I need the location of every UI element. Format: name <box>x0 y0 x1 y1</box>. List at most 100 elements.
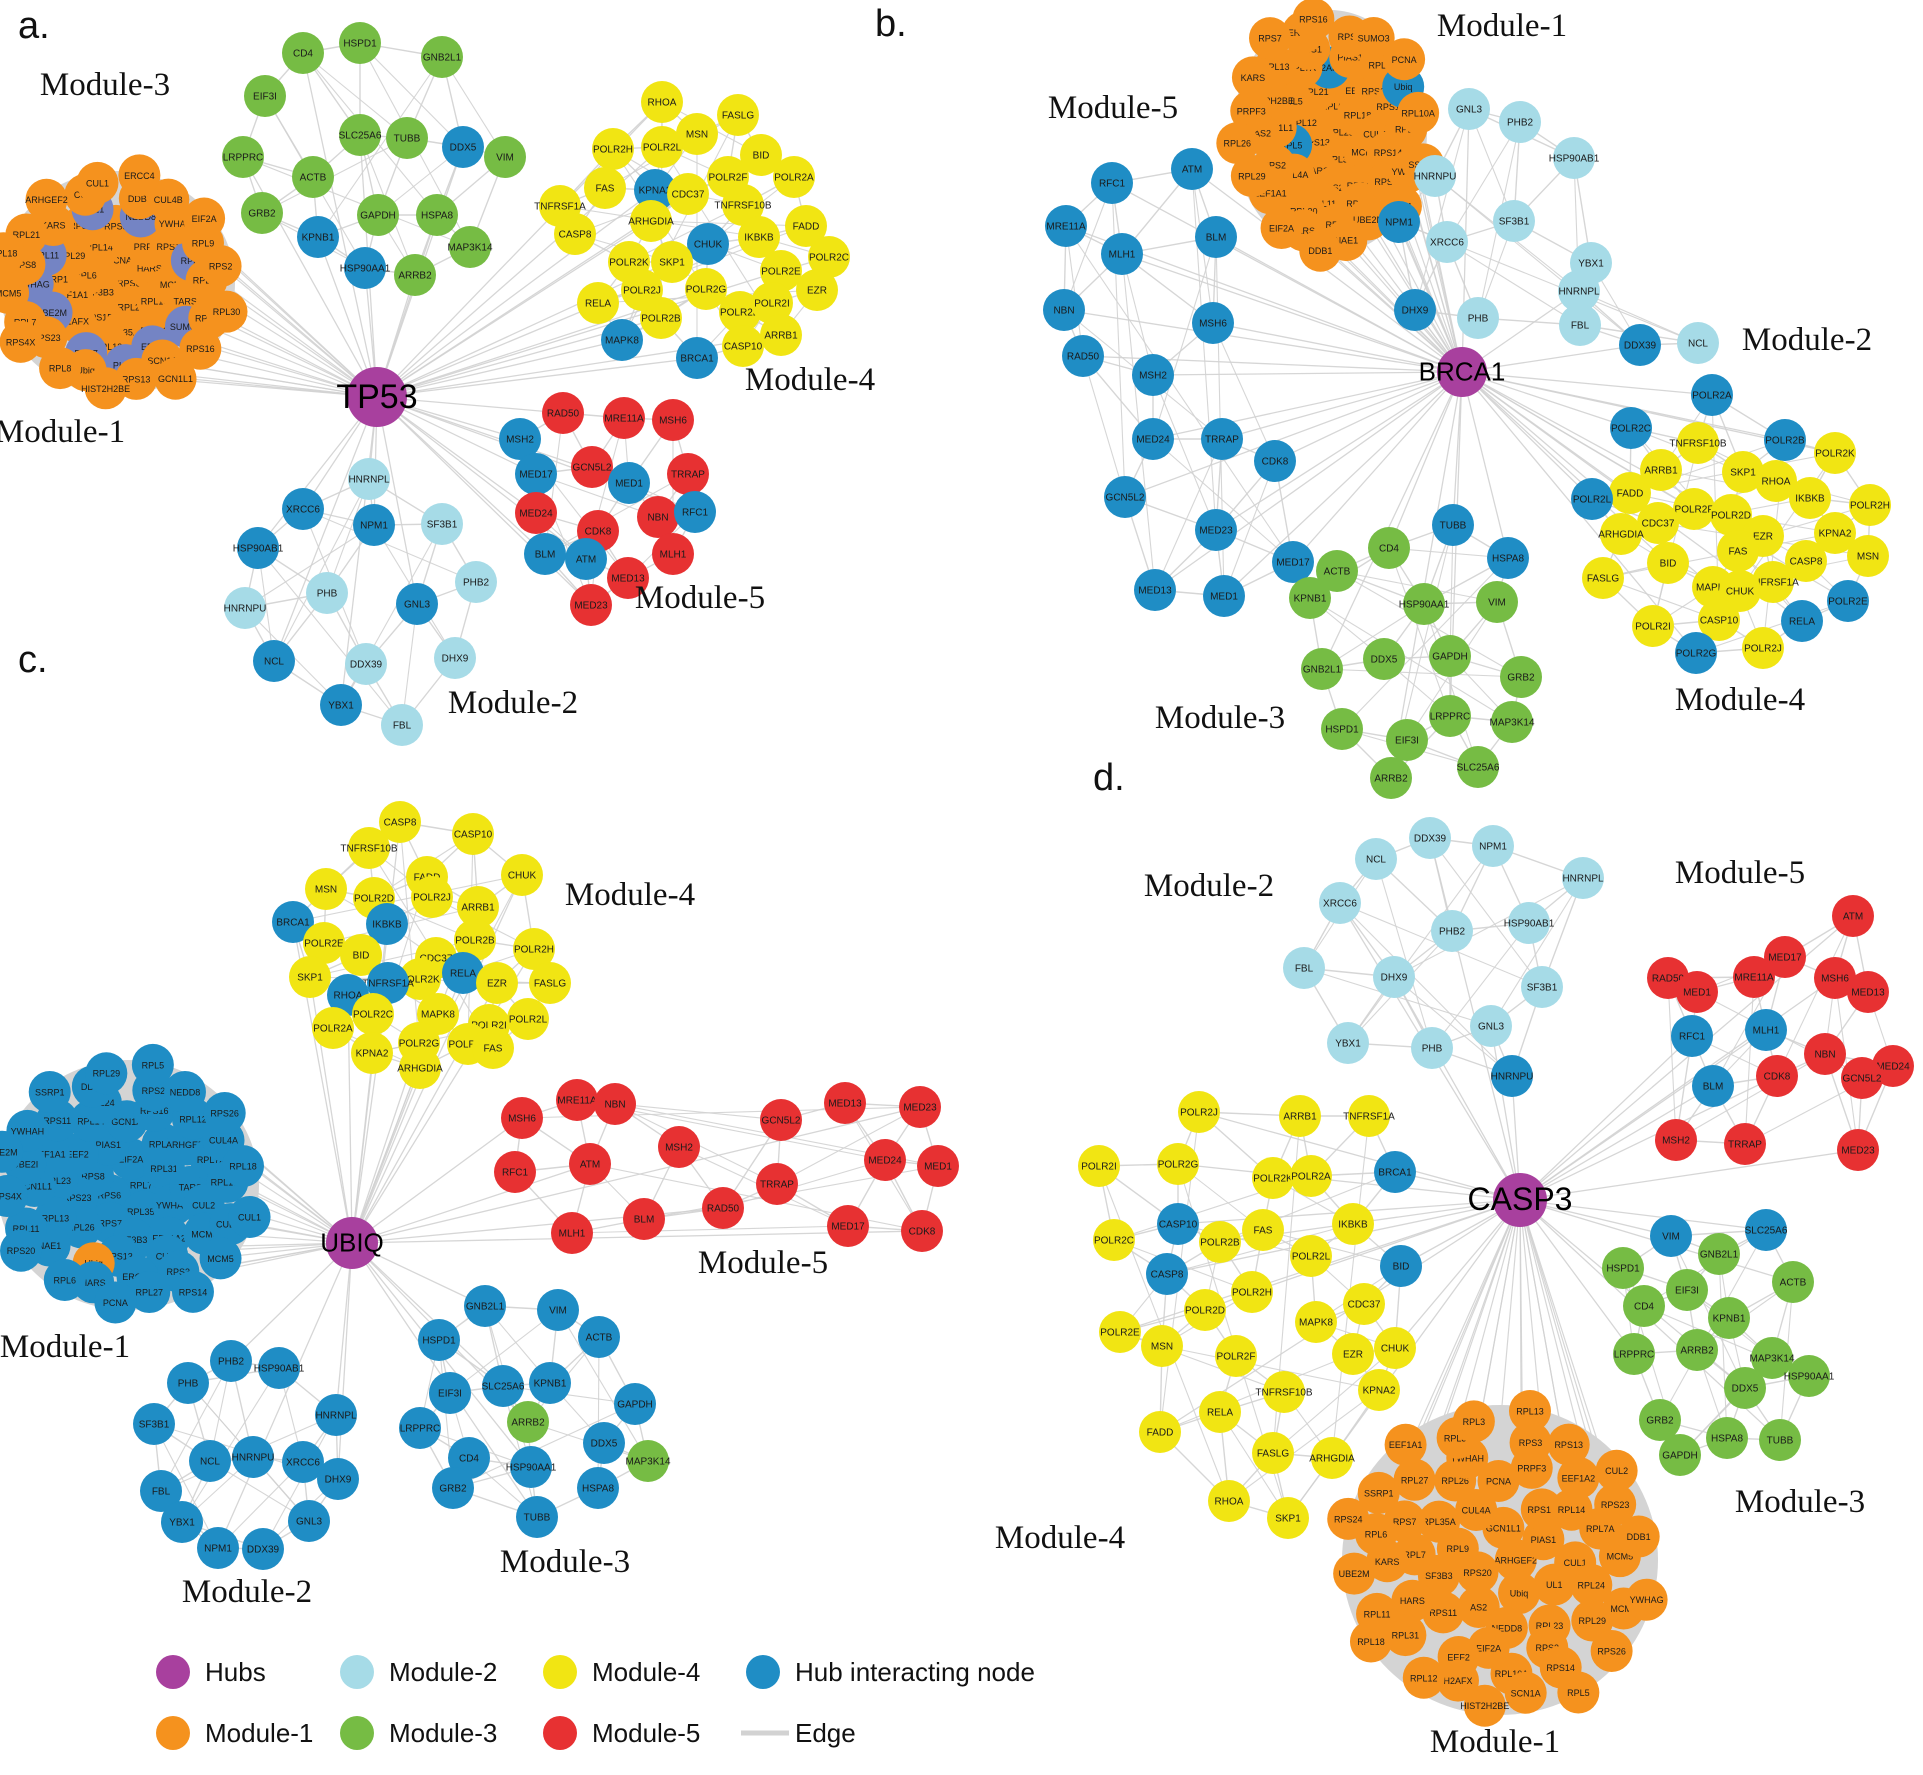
network-node[interactable] <box>623 1198 665 1240</box>
network-node[interactable] <box>1333 1552 1376 1595</box>
network-node[interactable] <box>1393 1458 1436 1501</box>
network-node[interactable] <box>288 1500 330 1542</box>
network-node[interactable] <box>312 1007 354 1049</box>
network-node[interactable] <box>1436 1659 1479 1702</box>
network-node[interactable] <box>128 1271 171 1314</box>
network-node[interactable] <box>1609 472 1651 514</box>
network-node[interactable] <box>1383 38 1426 81</box>
network-node[interactable] <box>241 192 283 234</box>
network-node[interactable] <box>43 1258 86 1301</box>
network-node[interactable] <box>237 527 279 569</box>
network-node[interactable] <box>1837 1129 1879 1171</box>
network-node[interactable] <box>0 271 30 314</box>
network-node[interactable] <box>760 314 802 356</box>
network-node[interactable] <box>1756 1055 1798 1097</box>
network-node[interactable] <box>1355 838 1397 880</box>
network-node[interactable] <box>1571 478 1613 520</box>
network-node[interactable] <box>722 325 764 367</box>
network-node[interactable] <box>1547 1423 1590 1466</box>
network-node[interactable] <box>1600 513 1642 555</box>
network-node[interactable] <box>222 136 264 178</box>
network-node[interactable] <box>1146 1253 1188 1295</box>
network-node[interactable] <box>1254 440 1296 482</box>
network-node[interactable] <box>537 1289 579 1331</box>
network-node[interactable] <box>1559 304 1601 346</box>
network-node[interactable] <box>1558 270 1600 312</box>
network-node[interactable] <box>131 1043 174 1086</box>
network-node[interactable] <box>773 156 815 198</box>
network-node[interactable] <box>421 36 463 78</box>
network-node[interactable] <box>1267 1497 1309 1539</box>
network-node[interactable] <box>1814 957 1856 999</box>
network-node[interactable] <box>381 704 423 746</box>
network-node[interactable] <box>1411 1027 1453 1069</box>
network-node[interactable] <box>1789 477 1831 519</box>
network-node[interactable] <box>1570 1564 1613 1607</box>
network-node[interactable] <box>339 114 381 156</box>
network-node[interactable] <box>1101 233 1143 275</box>
network-node[interactable] <box>1201 418 1243 460</box>
network-node[interactable] <box>348 827 390 869</box>
network-node[interactable] <box>1617 1515 1660 1558</box>
network-node[interactable] <box>317 1458 359 1500</box>
network-node[interactable] <box>1710 494 1752 536</box>
network-node[interactable] <box>1260 206 1303 249</box>
network-node[interactable] <box>1045 205 1087 247</box>
network-node[interactable] <box>501 1097 543 1139</box>
network-node[interactable] <box>282 32 324 74</box>
network-node[interactable] <box>570 584 612 626</box>
network-node[interactable] <box>676 113 718 155</box>
network-node[interactable] <box>722 184 764 226</box>
network-node[interactable] <box>432 1467 474 1509</box>
network-node[interactable] <box>292 156 334 198</box>
network-node[interactable] <box>199 245 242 288</box>
network-node[interactable] <box>224 587 266 629</box>
network-node[interactable] <box>864 1139 906 1181</box>
network-node[interactable] <box>352 993 394 1035</box>
network-node[interactable] <box>76 161 119 204</box>
network-node[interactable] <box>305 868 347 910</box>
network-node[interactable] <box>1847 535 1889 577</box>
network-node[interactable] <box>507 1401 549 1443</box>
network-node[interactable] <box>303 922 345 964</box>
network-node[interactable] <box>507 998 549 1040</box>
network-node[interactable] <box>1409 817 1451 859</box>
network-node[interactable] <box>569 1143 611 1185</box>
network-node[interactable] <box>529 1362 571 1404</box>
network-node[interactable] <box>344 247 386 289</box>
network-node[interactable] <box>501 854 543 896</box>
network-node[interactable] <box>1557 1456 1600 1499</box>
network-node[interactable] <box>1724 1367 1766 1409</box>
network-node[interactable] <box>1352 16 1395 59</box>
network-node[interactable] <box>1263 1371 1305 1413</box>
network-node[interactable] <box>1292 0 1335 41</box>
network-node[interactable] <box>1508 902 1550 944</box>
network-node[interactable] <box>1429 635 1471 677</box>
network-node[interactable] <box>1477 1459 1520 1502</box>
network-node[interactable] <box>484 136 526 178</box>
network-node[interactable] <box>161 1501 203 1543</box>
network-node[interactable] <box>674 491 716 533</box>
network-node[interactable] <box>1814 512 1856 554</box>
network-node[interactable] <box>1676 971 1718 1013</box>
network-node[interactable] <box>738 216 780 258</box>
network-node[interactable] <box>258 1347 300 1389</box>
network-node[interactable] <box>658 1126 700 1168</box>
network-node[interactable] <box>1708 1297 1750 1339</box>
network-node[interactable] <box>1358 1369 1400 1411</box>
network-node[interactable] <box>1472 825 1514 867</box>
network-node[interactable] <box>244 75 286 117</box>
network-node[interactable] <box>348 458 390 500</box>
network-node[interactable] <box>476 962 518 1004</box>
network-node[interactable] <box>1752 561 1794 603</box>
network-node[interactable] <box>399 1047 441 1089</box>
network-node[interactable] <box>1215 1335 1257 1377</box>
network-node[interactable] <box>357 194 399 236</box>
network-node[interactable] <box>306 572 348 614</box>
network-node[interactable] <box>640 297 682 339</box>
network-node[interactable] <box>1457 297 1499 339</box>
network-node[interactable] <box>1319 882 1361 924</box>
network-node[interactable] <box>1403 583 1445 625</box>
network-node[interactable] <box>808 236 850 278</box>
network-node[interactable] <box>339 22 381 64</box>
